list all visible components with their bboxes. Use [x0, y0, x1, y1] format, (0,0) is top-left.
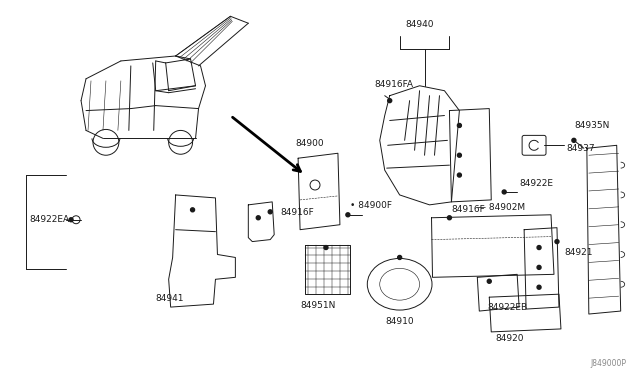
Circle shape — [537, 285, 541, 289]
Text: 84951N: 84951N — [300, 301, 336, 310]
Text: J849000P: J849000P — [591, 359, 627, 368]
Text: 84935N: 84935N — [574, 121, 609, 131]
Text: 84940: 84940 — [405, 20, 434, 29]
Text: 84920: 84920 — [495, 334, 524, 343]
Circle shape — [346, 213, 350, 217]
Text: 84922E: 84922E — [519, 179, 553, 188]
Text: 84900: 84900 — [295, 139, 324, 148]
Text: 84916FA: 84916FA — [375, 80, 414, 89]
Circle shape — [268, 210, 272, 214]
Text: 84937: 84937 — [566, 144, 595, 153]
Text: 84921: 84921 — [564, 247, 593, 257]
Circle shape — [191, 208, 195, 212]
Circle shape — [388, 99, 392, 103]
Text: 84941: 84941 — [156, 294, 184, 303]
Circle shape — [537, 265, 541, 269]
Circle shape — [458, 124, 461, 128]
Circle shape — [458, 153, 461, 157]
Circle shape — [69, 218, 73, 222]
Text: 84910: 84910 — [385, 317, 414, 326]
Text: 84916F: 84916F — [280, 208, 314, 217]
Circle shape — [458, 173, 461, 177]
Circle shape — [447, 216, 451, 220]
Text: — 84902M: — 84902M — [477, 203, 525, 212]
Text: • 84900F: • 84900F — [350, 201, 392, 210]
Circle shape — [502, 190, 506, 194]
Text: 84922EA: 84922EA — [29, 215, 69, 224]
Text: 84916F: 84916F — [451, 205, 485, 214]
Circle shape — [537, 246, 541, 250]
Circle shape — [555, 240, 559, 244]
Circle shape — [256, 216, 260, 220]
Circle shape — [324, 246, 328, 250]
Circle shape — [397, 256, 402, 259]
Circle shape — [572, 138, 576, 142]
Text: 84922EB: 84922EB — [487, 303, 527, 312]
Circle shape — [487, 279, 492, 283]
